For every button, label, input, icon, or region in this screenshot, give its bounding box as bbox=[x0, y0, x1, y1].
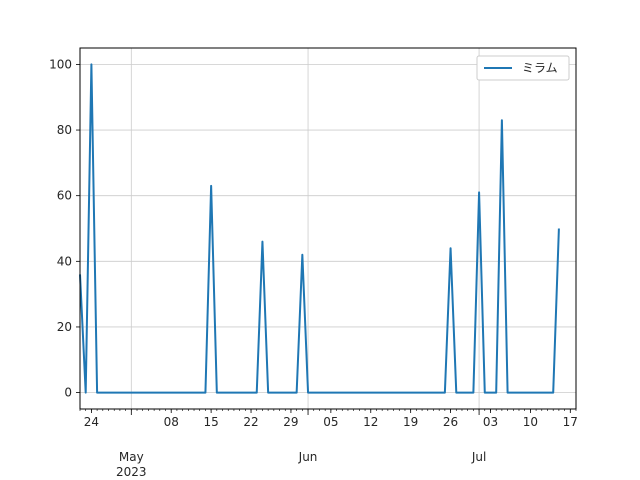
x-minor-tick-label: 10 bbox=[523, 415, 538, 429]
x-minor-tick-label: 17 bbox=[563, 415, 578, 429]
x-minor-tick-label: 05 bbox=[323, 415, 338, 429]
legend-label: ミラム bbox=[522, 61, 558, 75]
y-tick-label: 20 bbox=[57, 320, 72, 334]
x-minor-tick-label: 08 bbox=[164, 415, 179, 429]
x-major-tick-label-line: 2023 bbox=[116, 465, 147, 479]
series-layer bbox=[79, 63, 560, 394]
x-minor-tick-label: 26 bbox=[443, 415, 458, 429]
x-major-tick-label-line: Jun bbox=[298, 450, 318, 464]
x-major-tick-label: Jul bbox=[471, 450, 486, 464]
x-minor-tick-label: 22 bbox=[243, 415, 258, 429]
x-major-tick-label: Jun bbox=[298, 450, 318, 464]
axis-ticks: 0 20 40 60 80 100 24 08 15 22 29 05 12 19 26 03 10 17 May 2… bbox=[49, 57, 578, 479]
x-minor-tick-label: 15 bbox=[203, 415, 218, 429]
x-major-tick-label: May 2023 bbox=[116, 450, 147, 479]
y-tick-label: 60 bbox=[57, 189, 72, 203]
y-tick-label: 40 bbox=[57, 254, 72, 268]
x-major-tick-label-line: Jul bbox=[471, 450, 486, 464]
plot-frame bbox=[79, 47, 577, 410]
x-minor-tick-label: 03 bbox=[483, 415, 498, 429]
y-tick-label: 0 bbox=[64, 386, 72, 400]
x-minor-tick-label: 24 bbox=[84, 415, 99, 429]
series-line bbox=[79, 63, 560, 394]
x-minor-tick-label: 19 bbox=[403, 415, 418, 429]
legend: ミラム bbox=[476, 55, 570, 81]
x-major-tick-label-line: May bbox=[119, 450, 144, 464]
x-minor-tick-label: 12 bbox=[363, 415, 378, 429]
legend-box bbox=[476, 55, 570, 81]
y-tick-label: 100 bbox=[49, 57, 72, 71]
x-minor-tick-label: 29 bbox=[283, 415, 298, 429]
y-tick-label: 80 bbox=[57, 123, 72, 137]
